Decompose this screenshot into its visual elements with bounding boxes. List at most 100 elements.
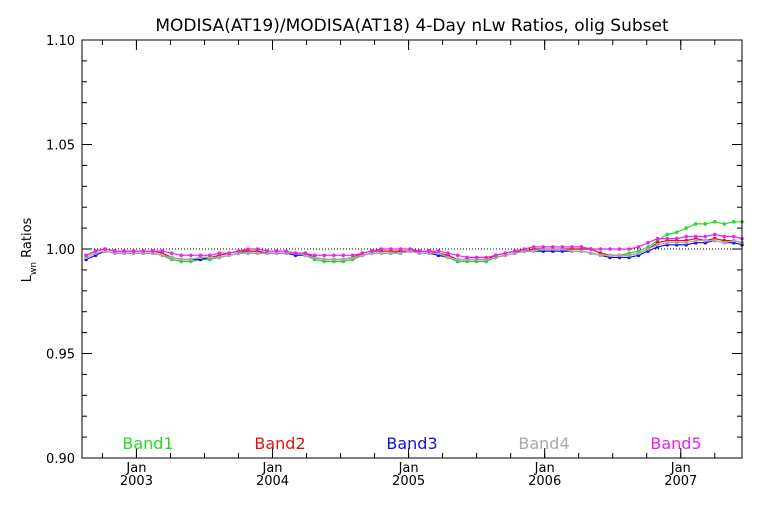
data-point xyxy=(579,249,584,253)
data-point xyxy=(512,249,517,253)
data-point xyxy=(627,253,631,258)
data-point xyxy=(732,220,736,224)
data-point xyxy=(198,253,203,258)
data-point xyxy=(389,251,393,255)
data-point xyxy=(93,249,98,253)
data-point xyxy=(665,236,669,241)
y-axis-label: Lwn Ratios xyxy=(20,217,39,282)
data-point xyxy=(436,249,441,253)
data-point xyxy=(608,247,612,251)
x-tick-month-label: Jan xyxy=(534,461,555,476)
data-point xyxy=(189,253,193,258)
data-point xyxy=(636,251,641,255)
data-point xyxy=(617,253,622,258)
x-tick-month-label: Jan xyxy=(670,461,691,476)
data-point xyxy=(265,249,269,253)
data-point xyxy=(703,222,708,226)
x-tick-year-label: 2006 xyxy=(528,474,561,489)
data-point xyxy=(693,234,698,239)
data-point xyxy=(636,245,641,249)
data-point xyxy=(408,247,412,251)
data-point xyxy=(665,232,669,237)
data-point xyxy=(293,251,298,255)
data-point xyxy=(684,234,688,239)
data-point xyxy=(493,253,498,258)
data-point xyxy=(579,245,584,249)
data-point xyxy=(522,247,527,251)
data-point xyxy=(179,253,184,258)
data-point xyxy=(160,249,165,253)
data-point xyxy=(541,245,546,249)
data-point xyxy=(170,255,174,260)
data-point xyxy=(532,245,536,249)
y-axis-label-subscript: wn xyxy=(29,262,39,275)
data-point xyxy=(455,257,460,262)
data-point xyxy=(341,257,346,262)
data-point xyxy=(217,255,222,260)
data-point xyxy=(551,245,555,249)
data-point xyxy=(427,249,431,253)
legend: Band1 Band2 Band3 Band4 Band5 xyxy=(122,434,701,453)
data-point xyxy=(255,247,260,251)
y-axis-label-rest: Ratios xyxy=(20,217,35,262)
x-tick-year-label: 2007 xyxy=(664,474,697,489)
data-point xyxy=(598,253,603,258)
data-point xyxy=(179,257,184,262)
data-point xyxy=(503,251,508,255)
data-point xyxy=(713,238,717,243)
series-line-Band4 xyxy=(85,239,743,261)
data-point xyxy=(674,240,679,245)
data-point xyxy=(722,240,727,245)
data-point xyxy=(684,240,688,245)
legend-label-Band1: Band1 xyxy=(122,434,173,453)
y-tick-label: 1.10 xyxy=(46,34,75,49)
x-tick-month-label: Jan xyxy=(261,461,282,476)
y-tick-label: 0.95 xyxy=(46,348,75,363)
data-point xyxy=(151,249,155,253)
data-point xyxy=(674,230,679,235)
data-point xyxy=(674,236,679,241)
data-point xyxy=(170,251,174,255)
data-point xyxy=(570,245,574,249)
data-point xyxy=(646,247,650,251)
data-point xyxy=(722,222,727,226)
data-point xyxy=(217,251,222,255)
axis-layer: 0.900.951.001.051.10Jan2003Jan2004Jan200… xyxy=(46,34,743,489)
data-point xyxy=(713,232,717,237)
data-point xyxy=(332,253,336,258)
data-point xyxy=(617,247,622,251)
data-point xyxy=(246,251,250,255)
data-point xyxy=(122,249,126,253)
data-point xyxy=(665,240,669,245)
data-point xyxy=(627,247,631,251)
data-point xyxy=(112,249,117,253)
data-point xyxy=(693,222,698,226)
data-point xyxy=(131,249,136,253)
data-point xyxy=(322,253,327,258)
chart-title: MODISA(AT19)/MODISA(AT18) 4-Day nLw Rati… xyxy=(155,16,669,36)
data-point xyxy=(360,251,365,255)
data-point xyxy=(227,251,231,255)
data-point xyxy=(693,238,698,243)
series-Band5 xyxy=(84,232,744,260)
data-point xyxy=(341,253,346,258)
data-point xyxy=(589,247,593,251)
y-tick-label: 1.05 xyxy=(46,139,75,154)
data-point xyxy=(322,257,327,262)
y-tick-label: 0.90 xyxy=(46,452,75,467)
legend-label-Band5: Band5 xyxy=(650,434,701,453)
data-point xyxy=(713,220,717,224)
data-point xyxy=(484,255,489,260)
data-point xyxy=(379,251,384,255)
data-point xyxy=(160,253,165,258)
data-point xyxy=(608,253,612,258)
y-axis-label-main: L xyxy=(20,274,35,282)
data-point xyxy=(732,238,736,243)
x-tick-year-label: 2005 xyxy=(392,474,425,489)
series-layer xyxy=(84,220,744,264)
data-point xyxy=(332,257,336,262)
series-Band2 xyxy=(84,236,744,262)
x-tick-year-label: 2003 xyxy=(120,474,153,489)
series-Band1 xyxy=(84,220,744,264)
